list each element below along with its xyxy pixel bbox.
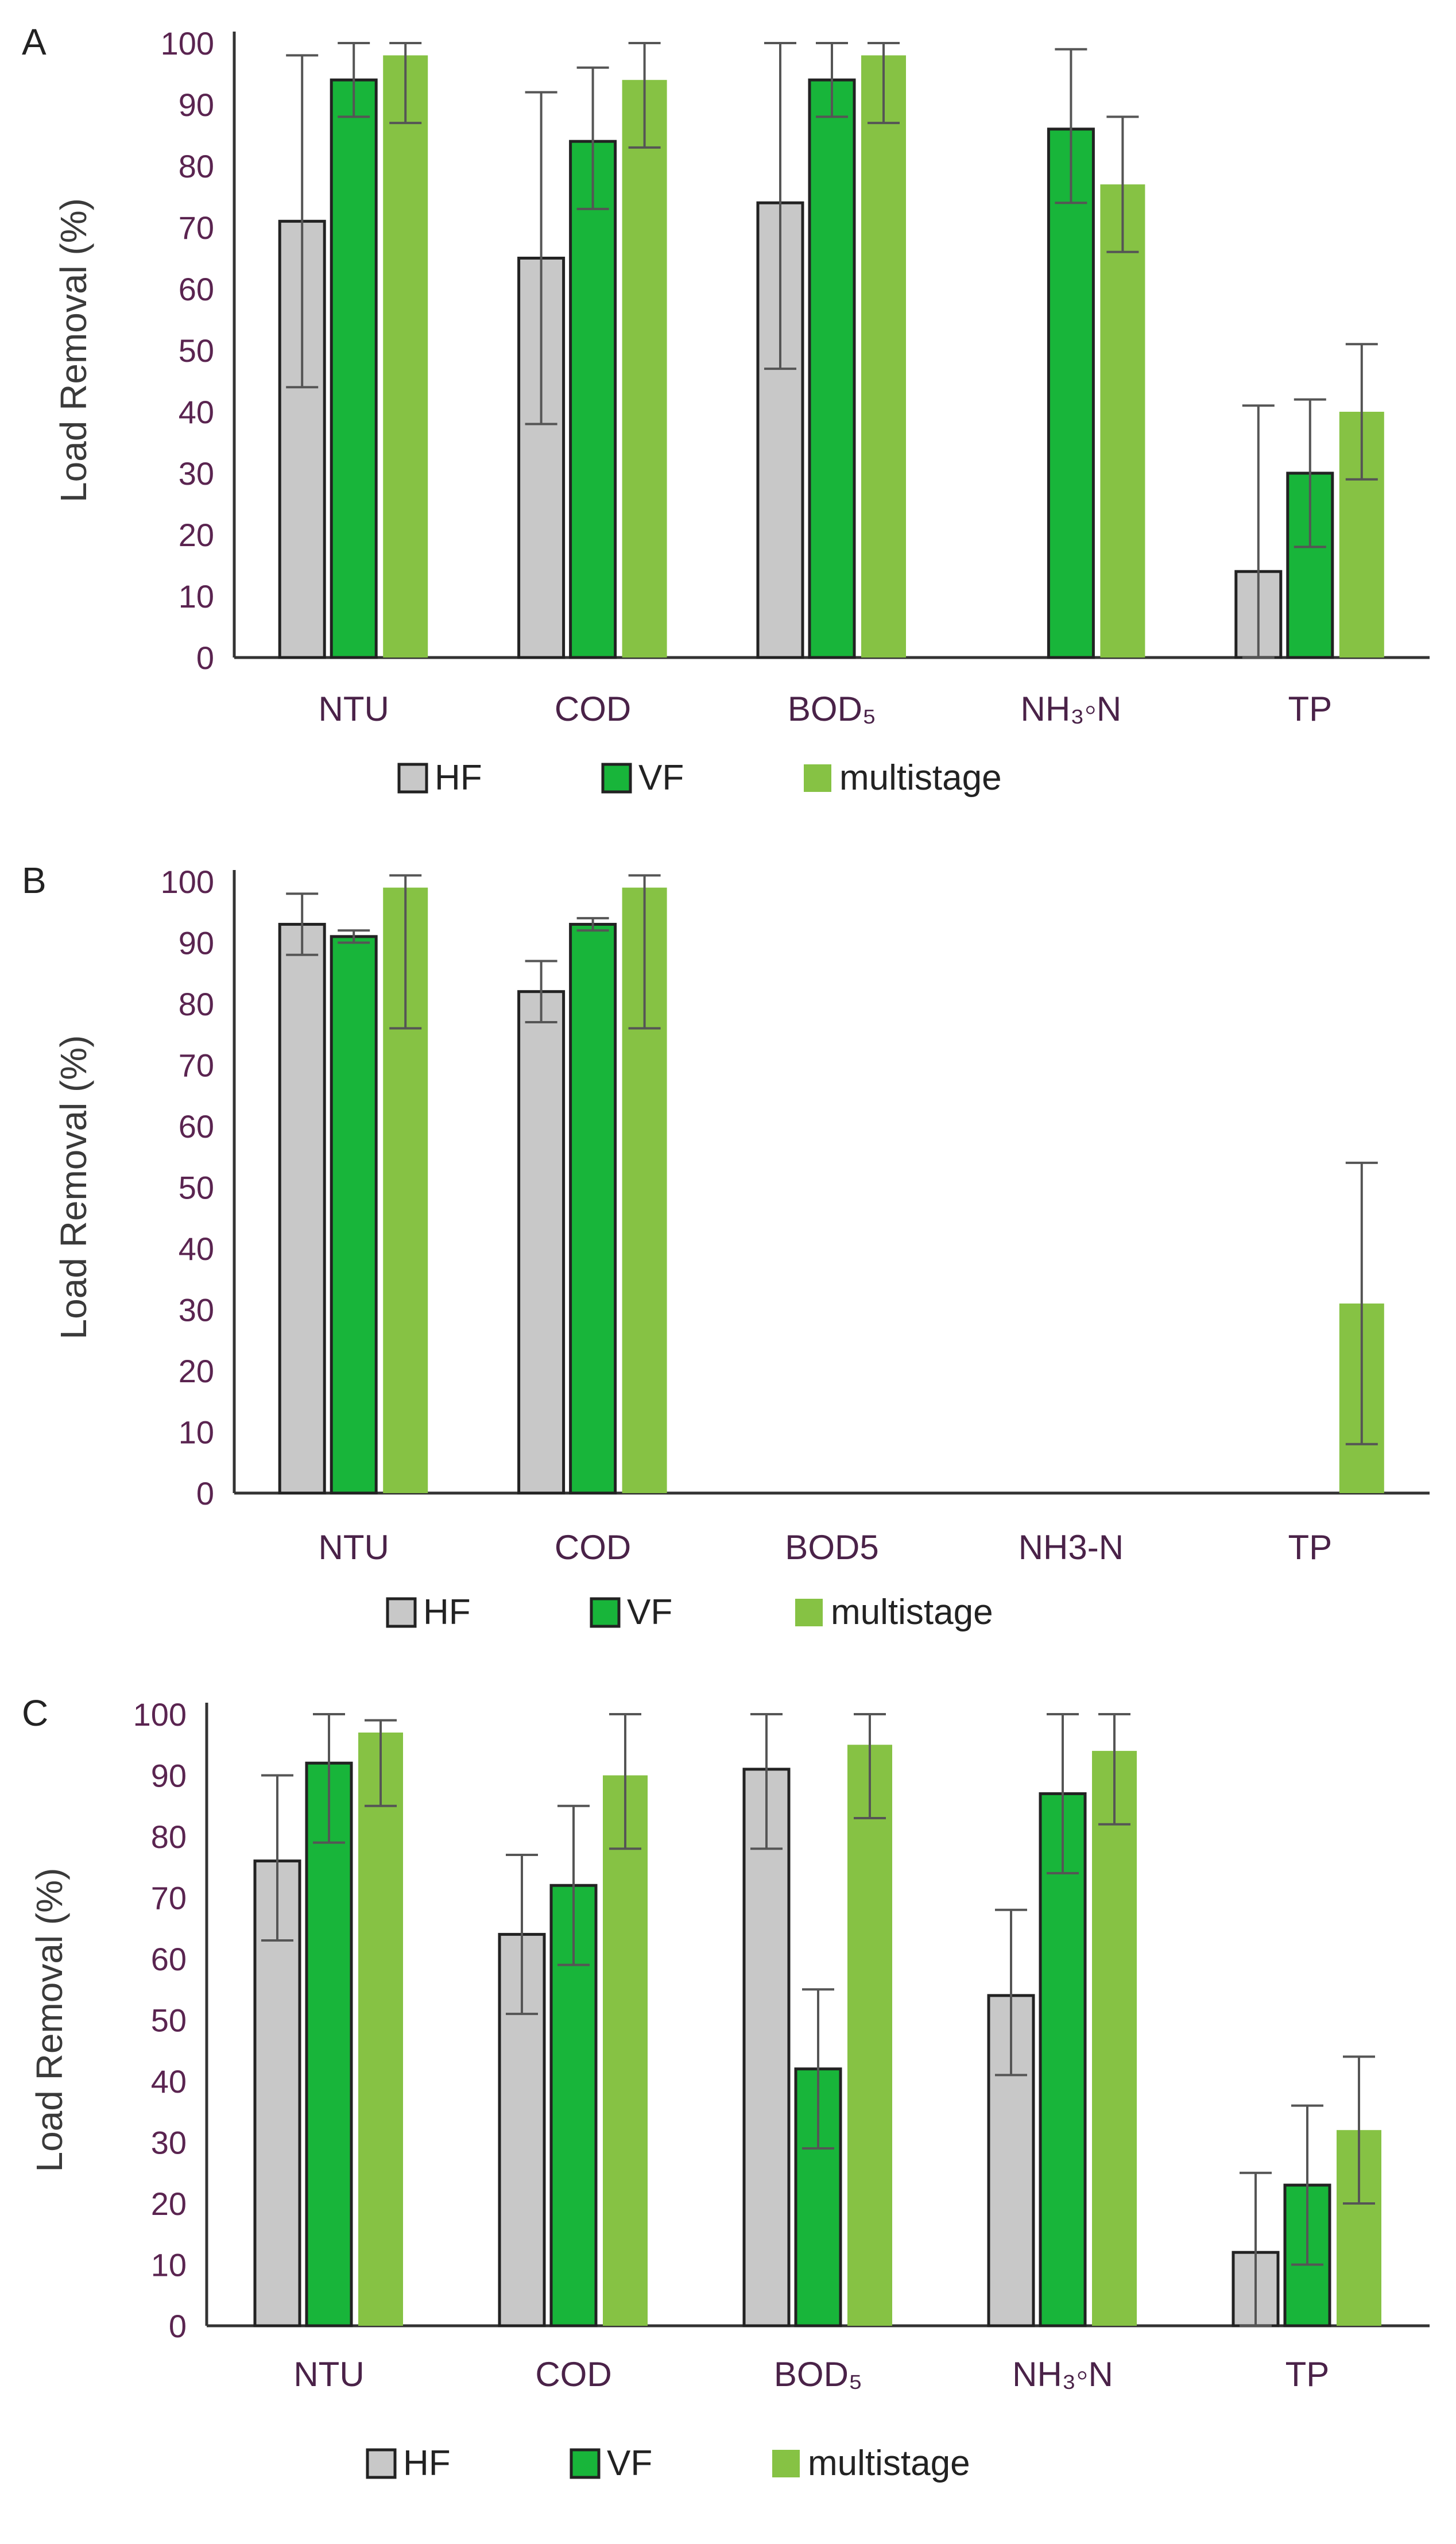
x-tick-label: BOD₅ bbox=[788, 690, 876, 728]
bar-multistage bbox=[358, 1732, 403, 2326]
bar-vf bbox=[330, 78, 378, 659]
legend-swatch-multistage bbox=[795, 1599, 823, 1626]
legend-label-vf: VF bbox=[627, 1592, 672, 1632]
legend-swatch-hf bbox=[366, 2448, 397, 2479]
y-tick-label: 60 bbox=[179, 1108, 214, 1145]
x-tick-label: TP bbox=[1285, 2355, 1330, 2394]
y-tick-label: 60 bbox=[179, 271, 214, 307]
y-tick-label: 0 bbox=[169, 2308, 187, 2344]
legend-label-hf: HF bbox=[403, 2444, 451, 2483]
y-tick-label: 80 bbox=[179, 986, 214, 1022]
y-tick-label: 90 bbox=[151, 1758, 187, 1794]
legend-label-hf: HF bbox=[435, 758, 482, 798]
bar-hf bbox=[517, 257, 566, 659]
bar-hf bbox=[517, 990, 566, 1495]
x-tick-label: NH3-N bbox=[1019, 1528, 1124, 1567]
y-axis-label: Load Removal (%) bbox=[53, 1035, 94, 1340]
y-tick-label: 60 bbox=[151, 1941, 187, 1977]
y-axis-label: Load Removal (%) bbox=[29, 1868, 70, 2172]
bar-vf bbox=[305, 1761, 353, 2328]
x-tick-label: BOD5 bbox=[785, 1528, 878, 1567]
y-tick-label: 40 bbox=[179, 1231, 214, 1267]
y-tick-label: 20 bbox=[151, 2186, 187, 2222]
x-tick-label: BOD₅ bbox=[774, 2355, 862, 2394]
y-axis-label: Load Removal (%) bbox=[53, 198, 94, 502]
y-tick-label: 0 bbox=[196, 640, 214, 676]
y-tick-label: 70 bbox=[151, 1880, 187, 1916]
bar-vf bbox=[569, 140, 617, 659]
bar-multistage bbox=[861, 55, 906, 658]
bar-vf bbox=[794, 2067, 842, 2328]
legend-label-multistage: multistage bbox=[839, 758, 1002, 798]
y-tick-label: 90 bbox=[179, 925, 214, 961]
bar-multistage bbox=[1100, 184, 1145, 658]
panel-letter: C bbox=[22, 1692, 48, 1734]
y-tick-label: 80 bbox=[151, 1819, 187, 1855]
legend-swatch-vf bbox=[590, 1597, 621, 1628]
y-tick-label: 20 bbox=[179, 517, 214, 553]
bar-hf bbox=[498, 1932, 546, 2328]
x-tick-label: NTU bbox=[319, 1528, 389, 1567]
x-tick-label: TP bbox=[1288, 690, 1332, 728]
y-tick-label: 50 bbox=[179, 1170, 214, 1206]
x-tick-label: COD bbox=[555, 690, 631, 728]
chart-panel-B: B Load Removal (%) 0 10 20 30 40 50 60 70 80 90 100 N… bbox=[22, 860, 1430, 1632]
y-tick-label: 10 bbox=[179, 578, 214, 614]
y-tick-label: 10 bbox=[179, 1414, 214, 1451]
y-tick-label: 80 bbox=[179, 148, 214, 184]
x-tick-label: NH₃◦N bbox=[1021, 690, 1122, 728]
bar-multistage bbox=[1092, 1750, 1137, 2326]
y-tick-label: 40 bbox=[151, 2063, 187, 2100]
y-tick-label: 70 bbox=[179, 1047, 214, 1084]
bar-multistage bbox=[847, 1745, 892, 2326]
y-tick-label: 0 bbox=[196, 1475, 214, 1511]
x-tick-label: NTU bbox=[293, 2355, 364, 2394]
legend-label-multistage: multistage bbox=[808, 2444, 970, 2483]
y-tick-label: 50 bbox=[179, 333, 214, 369]
x-tick-label: COD bbox=[555, 1528, 631, 1567]
legend-swatch-hf bbox=[386, 1597, 417, 1628]
y-tick-label: 70 bbox=[179, 210, 214, 246]
y-tick-label: 90 bbox=[179, 87, 214, 123]
y-tick-label: 10 bbox=[151, 2247, 187, 2283]
legend-swatch-multistage bbox=[804, 764, 831, 792]
x-tick-label: NTU bbox=[319, 690, 389, 728]
y-tick-label: 100 bbox=[161, 25, 214, 61]
panel-letter: A bbox=[22, 21, 47, 63]
x-tick-label: NH₃◦N bbox=[1012, 2355, 1113, 2394]
bar-vf bbox=[1047, 127, 1095, 659]
chart-panel-A: A Load Removal (%) 0 10 20 30 40 50 60 70 80 90 100 N… bbox=[22, 21, 1430, 798]
bar-multistage bbox=[603, 1775, 648, 2326]
x-tick-label: COD bbox=[535, 2355, 611, 2394]
bar-vf bbox=[808, 78, 856, 659]
legend-label-vf: VF bbox=[638, 758, 684, 798]
legend-swatch-vf bbox=[570, 2448, 601, 2479]
legend-label-multistage: multistage bbox=[831, 1592, 993, 1632]
y-tick-label: 30 bbox=[179, 455, 214, 492]
x-tick-label: TP bbox=[1288, 1528, 1332, 1567]
bar-hf bbox=[742, 1768, 791, 2328]
y-tick-label: 50 bbox=[151, 2002, 187, 2039]
legend-swatch-multistage bbox=[772, 2450, 800, 2477]
y-tick-label: 100 bbox=[133, 1696, 187, 1733]
bar-vf bbox=[569, 923, 617, 1495]
bar-multistage bbox=[383, 55, 428, 658]
y-tick-label: 30 bbox=[179, 1292, 214, 1328]
panel-letter: B bbox=[22, 860, 47, 901]
y-tick-label: 100 bbox=[161, 864, 214, 900]
chart-panel-C: C Load Removal (%) 0 10 20 30 40 50 60 70 80 90 100 N… bbox=[22, 1692, 1430, 2483]
legend-swatch-vf bbox=[601, 763, 632, 794]
legend-label-hf: HF bbox=[423, 1592, 471, 1632]
legend-label-vf: VF bbox=[607, 2444, 652, 2483]
y-tick-label: 30 bbox=[151, 2125, 187, 2161]
bar-multistage bbox=[622, 80, 667, 658]
bar-hf bbox=[278, 923, 326, 1495]
y-tick-label: 40 bbox=[179, 394, 214, 430]
legend-swatch-hf bbox=[397, 763, 428, 794]
y-tick-label: 20 bbox=[179, 1353, 214, 1389]
bar-vf bbox=[330, 935, 378, 1495]
